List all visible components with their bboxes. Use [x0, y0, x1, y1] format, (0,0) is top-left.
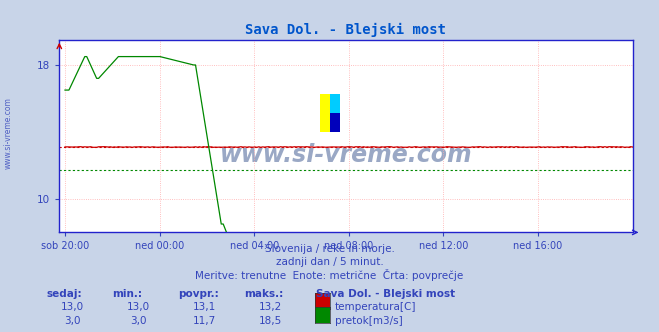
- Text: 13,0: 13,0: [61, 302, 84, 312]
- Bar: [330, 94, 340, 113]
- Text: pretok[m3/s]: pretok[m3/s]: [335, 316, 403, 326]
- Text: 13,1: 13,1: [192, 302, 216, 312]
- Text: maks.:: maks.:: [244, 289, 283, 299]
- Text: www.si-vreme.com: www.si-vreme.com: [219, 143, 473, 167]
- Text: Sava Dol. - Blejski most: Sava Dol. - Blejski most: [316, 289, 455, 299]
- Text: 13,2: 13,2: [258, 302, 282, 312]
- Text: min.:: min.:: [112, 289, 142, 299]
- Bar: [330, 113, 340, 132]
- Text: 13,0: 13,0: [127, 302, 150, 312]
- Text: 11,7: 11,7: [192, 316, 216, 326]
- Title: Sava Dol. - Blejski most: Sava Dol. - Blejski most: [245, 23, 447, 37]
- Text: povpr.:: povpr.:: [178, 289, 219, 299]
- Bar: [320, 94, 330, 132]
- Text: temperatura[C]: temperatura[C]: [335, 302, 416, 312]
- Text: sedaj:: sedaj:: [46, 289, 82, 299]
- Text: zadnji dan / 5 minut.: zadnji dan / 5 minut.: [275, 257, 384, 267]
- Text: 3,0: 3,0: [64, 316, 81, 326]
- Text: 3,0: 3,0: [130, 316, 147, 326]
- Text: 18,5: 18,5: [258, 316, 282, 326]
- Text: www.si-vreme.com: www.si-vreme.com: [3, 97, 13, 169]
- Text: Slovenija / reke in morje.: Slovenija / reke in morje.: [264, 244, 395, 254]
- Text: Meritve: trenutne  Enote: metrične  Črta: povprečje: Meritve: trenutne Enote: metrične Črta: …: [195, 269, 464, 281]
